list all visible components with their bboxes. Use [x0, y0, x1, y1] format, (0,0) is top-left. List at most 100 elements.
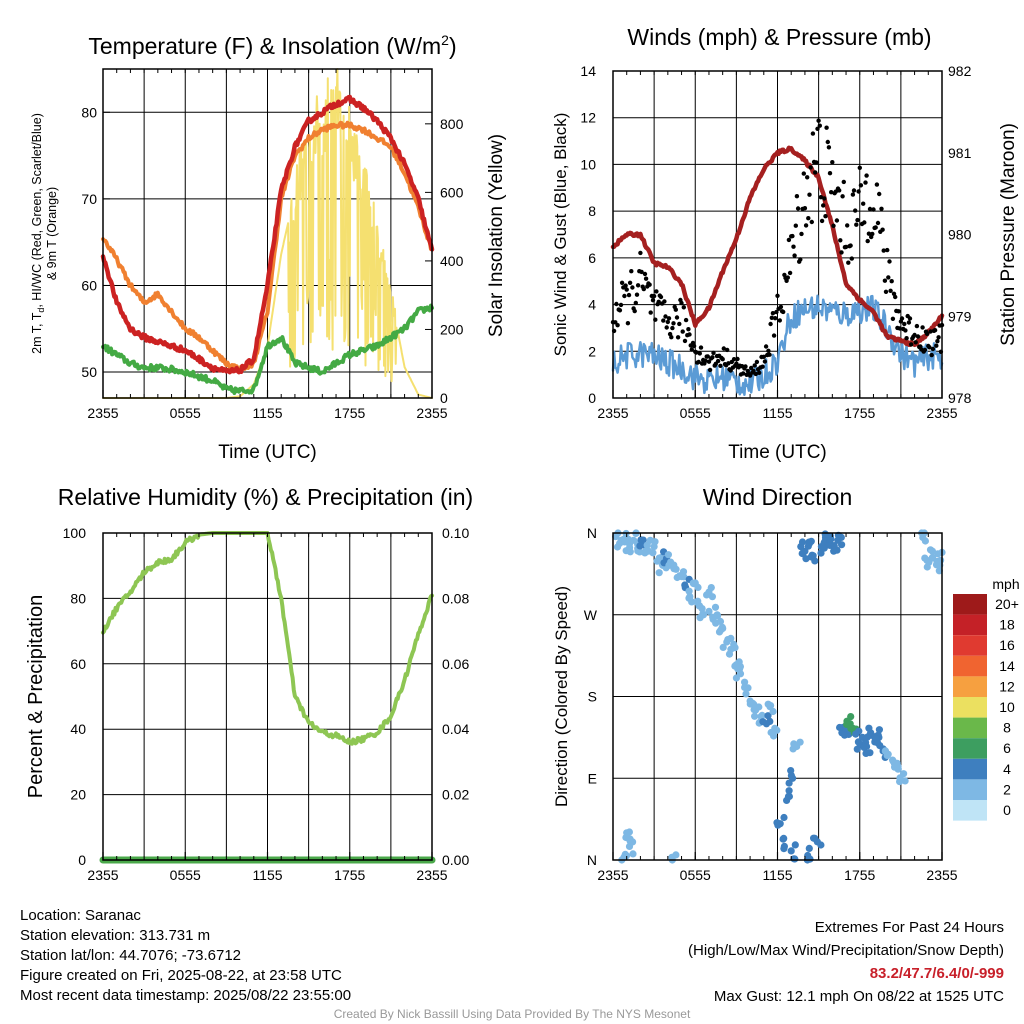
chart-title: Relative Humidity (%) & Precipitation (i… [58, 484, 473, 510]
gust-point [822, 196, 827, 201]
x-tick-label: 2355 [416, 405, 447, 421]
temperature-line [100, 94, 435, 375]
direction-point [855, 727, 863, 735]
direction-point [758, 711, 766, 720]
direction-point [787, 847, 795, 855]
gust-point [801, 171, 806, 176]
y2-axis-label: Station Pressure (Maroon) [998, 123, 1019, 346]
gust-point [843, 244, 849, 250]
y-tick-label: 100 [63, 525, 87, 541]
gust-point [791, 244, 796, 249]
gust-point [792, 253, 797, 258]
direction-point [838, 541, 846, 549]
gust-point [669, 335, 674, 340]
gust-point [873, 225, 878, 230]
direction-point [935, 567, 943, 575]
direction-point [872, 735, 880, 743]
chart-title-part: ) [449, 33, 457, 59]
gust-point [753, 371, 758, 377]
chart-title-part: Temperature (F) & Insolation (W/m [88, 33, 441, 59]
direction-point [785, 787, 793, 795]
y-tick-label: 8 [588, 203, 596, 219]
gust-point [866, 231, 872, 236]
gust-point [897, 326, 902, 331]
gust-point [805, 175, 810, 180]
gust-point [816, 118, 821, 123]
gust-point [829, 190, 834, 195]
direction-point [705, 607, 713, 616]
legend-label: 8 [1003, 720, 1011, 736]
gust-point [934, 343, 939, 348]
gust-point [686, 327, 691, 332]
gust-point [634, 292, 640, 297]
gust-point [867, 206, 873, 212]
x-tick-label: 0555 [680, 405, 711, 421]
gust-point [826, 145, 832, 150]
gust-point [853, 208, 858, 213]
gust-point [862, 220, 867, 225]
gust-point [914, 323, 920, 329]
gust-point [809, 219, 814, 225]
gust-point [834, 218, 840, 223]
direction-point [817, 549, 825, 557]
direction-point [800, 548, 808, 556]
gust-point [790, 233, 795, 239]
gust-point [632, 308, 637, 314]
y2-tick-label: 600 [440, 184, 464, 200]
gust-point [664, 325, 669, 330]
x-tick-label: 1755 [844, 867, 875, 883]
extremes-values: 83.2/47.7/6.4/0/-999 [869, 965, 1004, 982]
gust-point [899, 316, 905, 321]
legend-swatch [953, 697, 987, 718]
gust-point [687, 332, 692, 337]
direction-point [853, 745, 861, 753]
latlon-text: Station lat/lon: 44.7076; -73.6712 [20, 947, 242, 964]
gust-point [906, 320, 912, 325]
y-tick-label: 0 [588, 390, 596, 406]
legend-swatch [953, 594, 987, 615]
gust-point [675, 335, 681, 340]
direction-point [805, 539, 814, 548]
direction-point [921, 537, 930, 545]
gust-point [893, 294, 898, 300]
direction-point [742, 690, 750, 698]
direction-point [715, 628, 724, 636]
gust-point [715, 358, 721, 364]
gust-point [725, 347, 730, 353]
gust-point [882, 278, 888, 283]
gust-point [818, 195, 824, 200]
y-tick-label: 50 [81, 364, 97, 380]
direction-point [746, 700, 754, 708]
gust-point [682, 338, 688, 344]
legend-label: 12 [999, 678, 1015, 694]
gust-point [907, 316, 913, 321]
station-pressure-line [610, 145, 945, 348]
gust-point [848, 243, 853, 248]
direction-point [779, 835, 787, 843]
gust-point [622, 293, 627, 299]
gust-point [661, 318, 666, 323]
gust-point [795, 206, 801, 211]
legend-swatch [953, 676, 987, 697]
created-text: Figure created on Fri, 2025-08-22, at 23… [20, 967, 342, 984]
gust-point [673, 307, 678, 312]
gust-point [726, 361, 731, 366]
y-tick-label: 12 [580, 110, 596, 126]
gust-point [817, 123, 822, 128]
gust-point [810, 131, 816, 136]
gust-point [767, 352, 772, 357]
y-axis-label: Direction (Colored By Speed) [552, 586, 571, 807]
gust-point [617, 308, 623, 313]
y2-tick-label: 980 [948, 227, 972, 243]
gust-point [707, 367, 713, 373]
direction-point [744, 684, 752, 692]
gust-point [819, 218, 825, 224]
gust-point [651, 293, 657, 299]
chart-title: Temperature (F) & Insolation (W/m2) [88, 32, 456, 59]
panel-wind: 2355 0555 1155 1755 235502468101214978979980… [551, 24, 1019, 463]
extremes-title: Extremes For Past 24 Hours [814, 919, 1004, 936]
y-tick-label: 6 [588, 250, 596, 266]
legend-label: 16 [999, 637, 1015, 653]
gust-point [680, 329, 685, 334]
gust-point [734, 361, 739, 366]
